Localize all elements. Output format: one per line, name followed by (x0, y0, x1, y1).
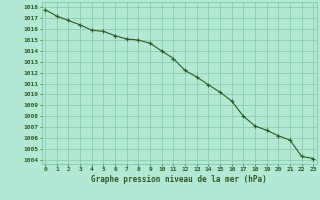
X-axis label: Graphe pression niveau de la mer (hPa): Graphe pression niveau de la mer (hPa) (91, 175, 267, 184)
